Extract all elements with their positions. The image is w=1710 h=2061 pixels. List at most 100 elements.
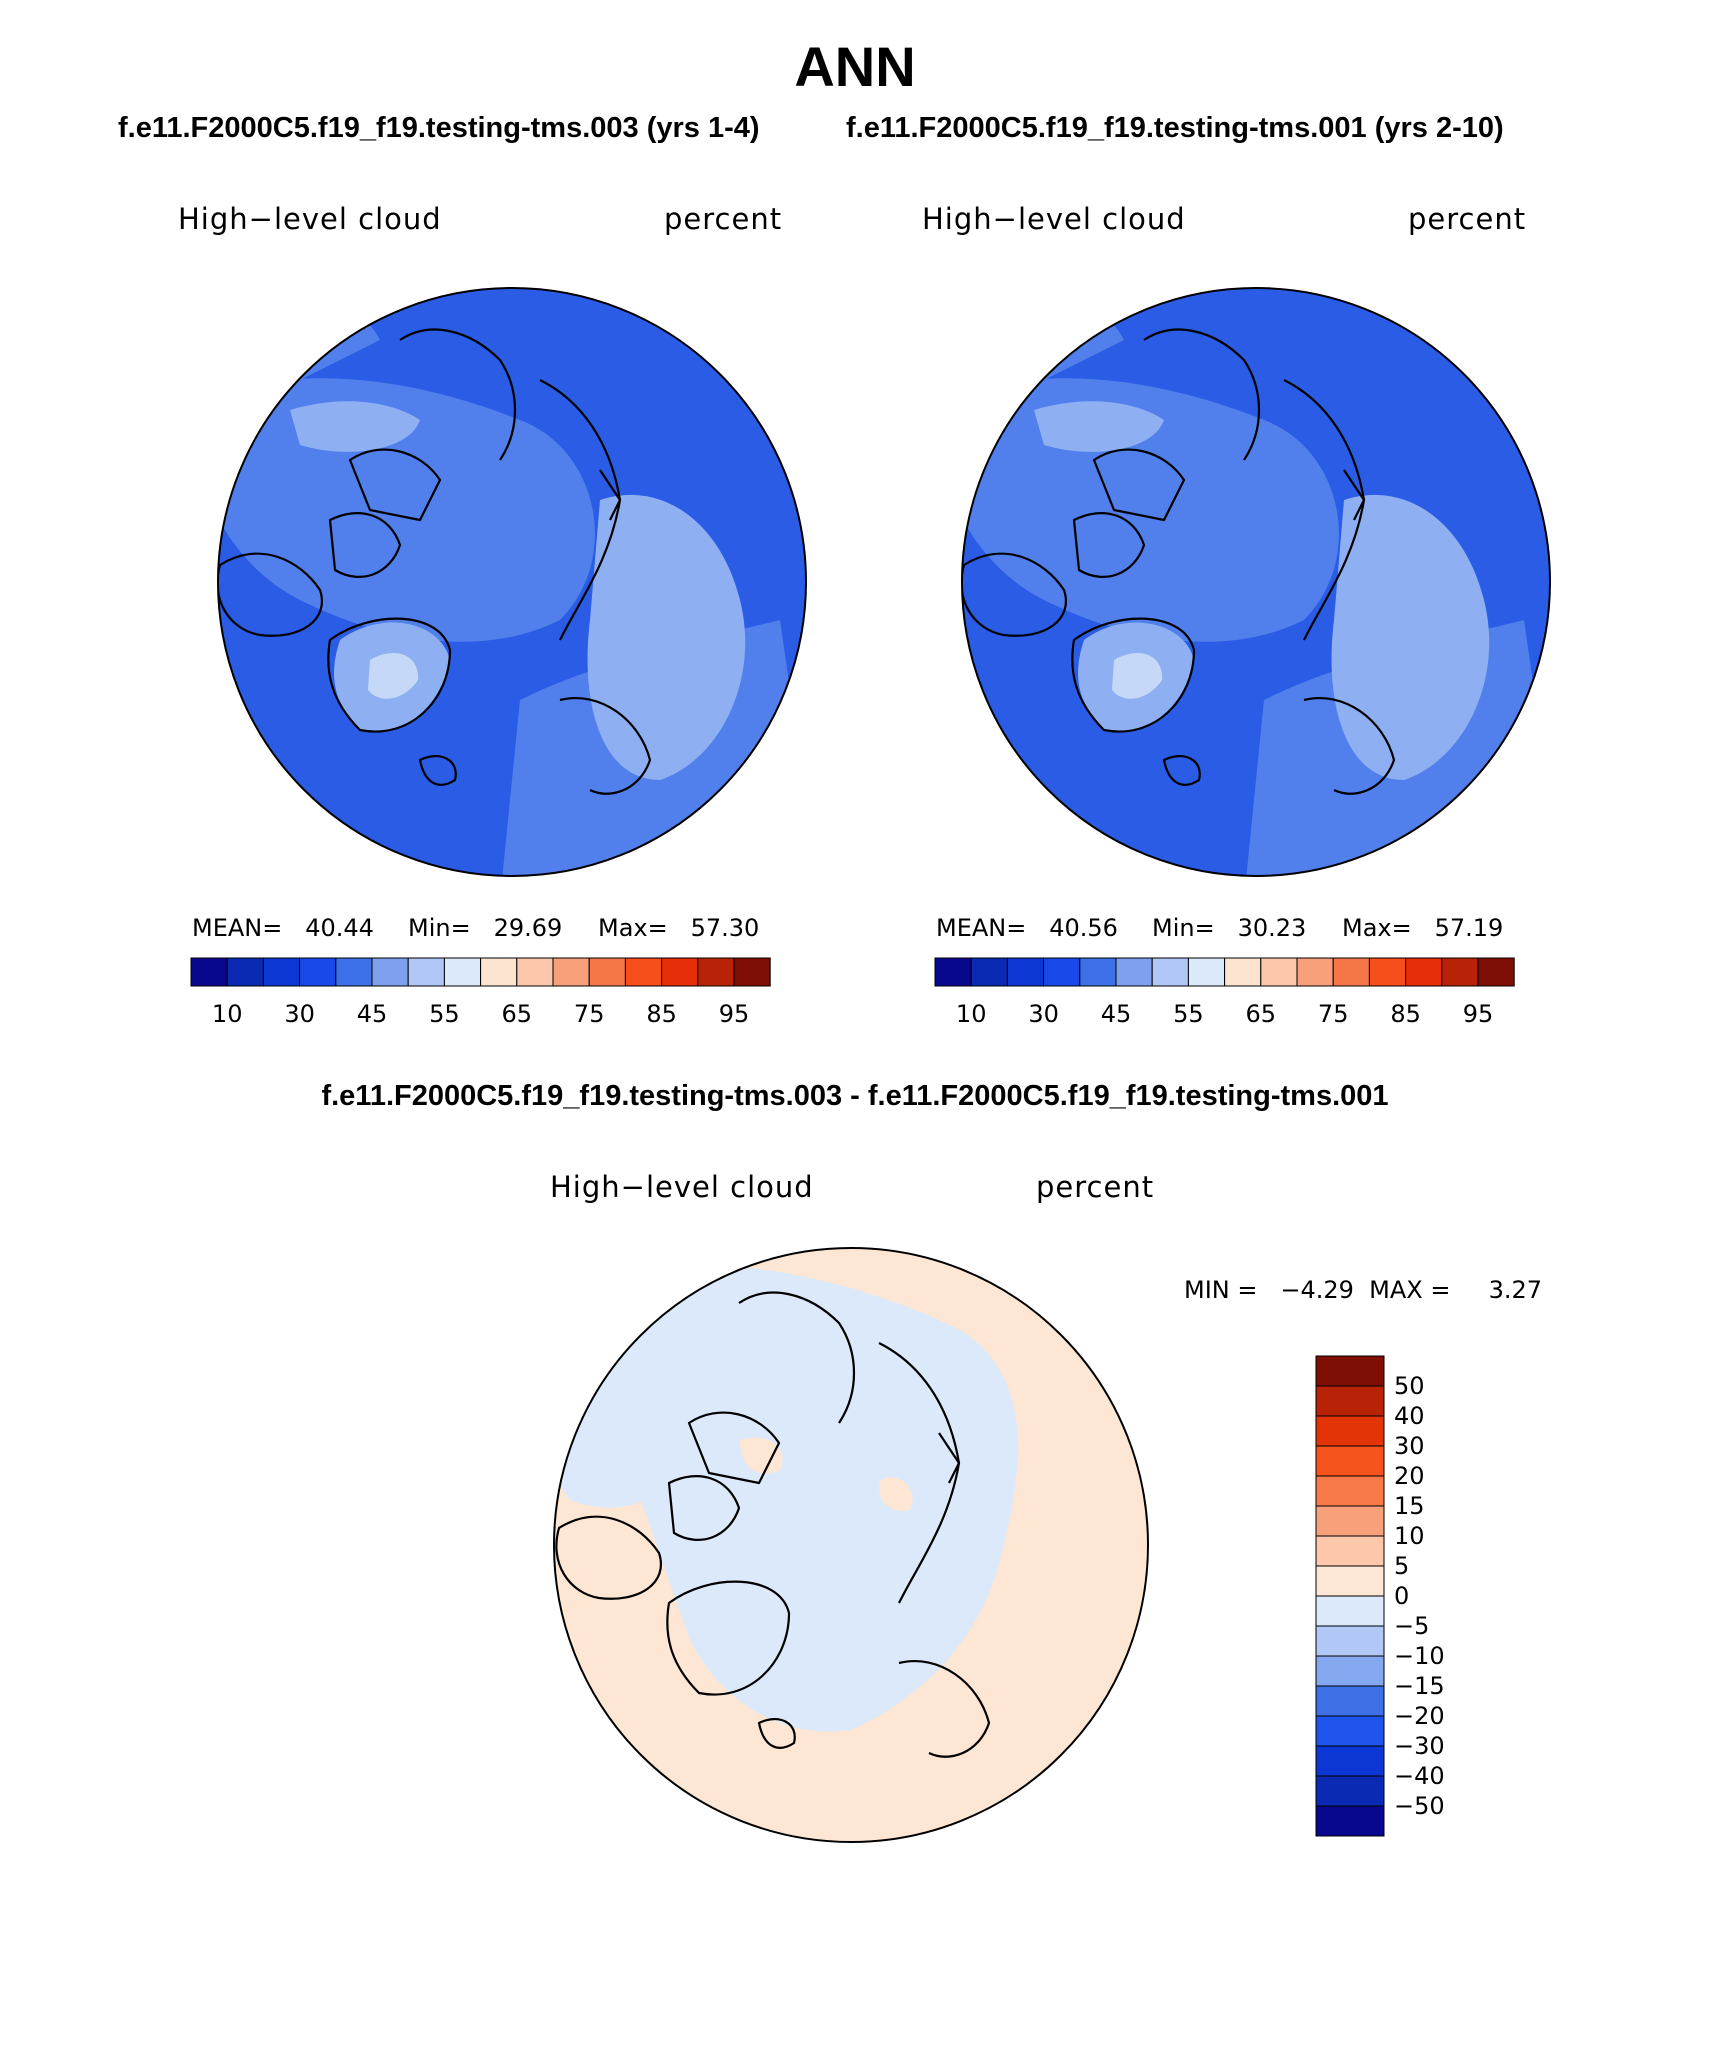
panel1-map [218, 288, 806, 876]
panel2-colorbar-box-0 [934, 957, 972, 987]
diff-colorbar-label-1: 40 [1394, 1402, 1425, 1430]
panel2-colorbar-label-3: 55 [1173, 1000, 1204, 1028]
panel2-map [962, 288, 1550, 876]
panel1-colorbar-box-7 [443, 957, 482, 987]
season-title: ANN [794, 35, 916, 98]
panel1-colorbar-box-15 [733, 957, 771, 987]
panel1-colorbar-label-1: 30 [284, 1000, 315, 1028]
panel1-colorbar-label-5: 75 [574, 1000, 605, 1028]
panel2-colorbar-box-13 [1405, 957, 1443, 987]
panel2-colorbar-label-6: 85 [1390, 1000, 1421, 1028]
diff-colorbar-label-4: 15 [1394, 1492, 1425, 1520]
diff-colorbar-label-13: −40 [1394, 1762, 1445, 1790]
diff-colorbar-box-7 [1315, 1565, 1385, 1597]
panel2-colorbar-label-1: 30 [1028, 1000, 1059, 1028]
panel1-max: Max= 57.30 [598, 914, 760, 942]
panel2-variable-label: High−level cloud [922, 202, 1186, 236]
diff-units-label: percent [1036, 1170, 1155, 1204]
panel1-map-border [217, 287, 807, 877]
panel1-colorbar-box-8 [480, 957, 518, 987]
diff-colorbar-box-12 [1315, 1715, 1385, 1747]
diff-colorbar-box-10 [1315, 1655, 1385, 1687]
panel1-colorbar-label-4: 65 [502, 1000, 533, 1028]
panel2-min: Min= 30.23 [1152, 914, 1307, 942]
diff-colorbar-box-8 [1315, 1595, 1385, 1627]
panel2-colorbar-box-4 [1079, 957, 1117, 987]
panel1-colorbar-box-12 [624, 957, 663, 987]
panel2-colorbar-box-3 [1043, 957, 1081, 987]
panel1-colorbar-label-6: 85 [646, 1000, 677, 1028]
panel1-colorbar-box-10 [552, 957, 590, 987]
diff-colorbar-label-3: 20 [1394, 1462, 1425, 1490]
panel2-colorbar: 10 30 45 55 65 75 85 95 [934, 957, 1515, 1028]
panel2-colorbar-box-9 [1260, 957, 1298, 987]
panel2-colorbar-box-5 [1115, 957, 1153, 987]
panel1-colorbar-box-3 [299, 957, 337, 987]
diff-colorbar-box-15 [1315, 1805, 1385, 1837]
diff-variable-label: High−level cloud [550, 1170, 814, 1204]
panel1-colorbar-box-11 [588, 957, 626, 987]
panel1-min: Min= 29.69 [408, 914, 563, 942]
diff-colorbar-box-9 [1315, 1625, 1385, 1657]
panel1-colorbar-box-9 [516, 957, 554, 987]
panel1-colorbar-box-5 [371, 957, 409, 987]
panel2-colorbar-box-14 [1441, 957, 1479, 987]
diff-colorbar-box-14 [1315, 1775, 1385, 1807]
panel2-colorbar-label-2: 45 [1101, 1000, 1132, 1028]
diff-colorbar-box-0 [1315, 1355, 1385, 1387]
diff-colorbar-box-1 [1315, 1385, 1385, 1417]
panel1-colorbar-box-14 [697, 957, 735, 987]
diff-colorbar-label-14: −50 [1394, 1792, 1445, 1820]
diff-colorbar-label-5: 10 [1394, 1522, 1425, 1550]
panel1-variable-label: High−level cloud [178, 202, 442, 236]
panel1-colorbar-box-4 [335, 957, 373, 987]
diff-colorbar-label-10: −15 [1394, 1672, 1445, 1700]
diff-colorbar-box-13 [1315, 1745, 1385, 1777]
diff-colorbar-label-7: 0 [1394, 1582, 1409, 1610]
diff-colorbar-label-6: 5 [1394, 1552, 1409, 1580]
panel1-mean: MEAN= 40.44 [192, 914, 374, 942]
panel1-colorbar-box-2 [262, 957, 301, 987]
panel2-mean: MEAN= 40.56 [936, 914, 1118, 942]
panel2-colorbar-box-7 [1187, 957, 1226, 987]
diff-colorbar-box-2 [1315, 1415, 1385, 1447]
diff-colorbar-label-12: −30 [1394, 1732, 1445, 1760]
panel1-colorbar-label-0: 10 [212, 1000, 243, 1028]
panel2-colorbar-box-11 [1332, 957, 1370, 987]
diff-colorbar-label-2: 30 [1394, 1432, 1425, 1460]
diff-colorbar-box-11 [1315, 1685, 1385, 1717]
panel1-colorbar-box-1 [226, 957, 264, 987]
panel1-colorbar-label-3: 55 [429, 1000, 460, 1028]
right-case-title: f.e11.F2000C5.f19_f19.testing-tms.001 (y… [846, 112, 1504, 144]
panel1-units-label: percent [664, 202, 783, 236]
diff-colorbar-box-5 [1315, 1505, 1385, 1537]
panel2-colorbar-label-0: 10 [956, 1000, 987, 1028]
panel2-colorbar-box-6 [1151, 957, 1189, 987]
diff-colorbar-box-6 [1315, 1535, 1385, 1567]
diff-colorbar-label-9: −10 [1394, 1642, 1445, 1670]
panel1-colorbar-label-2: 45 [357, 1000, 388, 1028]
panel2-colorbar-box-8 [1224, 957, 1262, 987]
panel2-max: Max= 57.19 [1342, 914, 1504, 942]
panel2-units-label: percent [1408, 202, 1527, 236]
panel1-colorbar-box-6 [407, 957, 445, 987]
panel1-colorbar-box-0 [190, 957, 228, 987]
diff-min-max: MIN = −4.29 MAX = 3.27 [1184, 1276, 1543, 1304]
diff-colorbar-label-8: −5 [1394, 1612, 1429, 1640]
panel2-colorbar-box-1 [970, 957, 1008, 987]
panel2-colorbar-box-2 [1006, 957, 1045, 987]
panel2-colorbar-box-12 [1368, 957, 1407, 987]
panel2-colorbar-label-7: 95 [1463, 1000, 1494, 1028]
diff-colorbar-box-3 [1315, 1445, 1385, 1477]
diff-colorbar-label-11: −20 [1394, 1702, 1445, 1730]
difference-map-border [553, 1247, 1149, 1843]
panel2-colorbar-box-15 [1477, 957, 1515, 987]
diff-colorbar-label-0: 50 [1394, 1372, 1425, 1400]
panel2-colorbar-label-5: 75 [1318, 1000, 1349, 1028]
panel1-colorbar-box-13 [661, 957, 699, 987]
difference-title: f.e11.F2000C5.f19_f19.testing-tms.003 - … [321, 1080, 1389, 1112]
diff-colorbar-box-4 [1315, 1475, 1385, 1507]
panel2-map-border [961, 287, 1551, 877]
